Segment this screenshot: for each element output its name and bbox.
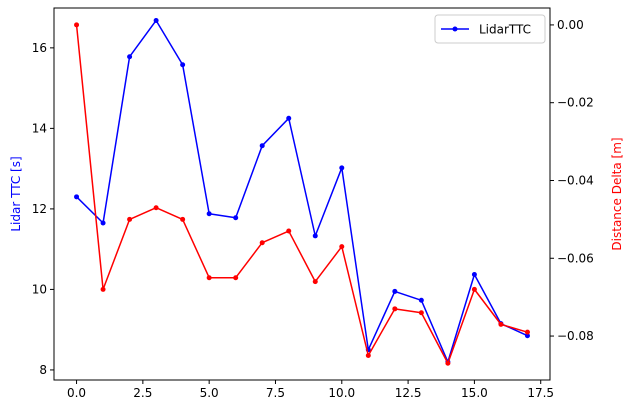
data-point-left-17: [524, 333, 530, 339]
x-tick-label: 17.5: [527, 386, 554, 400]
x-tick-label: 0.0: [67, 386, 86, 400]
data-point-right-16: [498, 321, 504, 327]
data-point-right-9: [312, 279, 318, 285]
data-point-right-7: [259, 240, 265, 246]
legend-box: [434, 14, 546, 44]
data-point-left-4: [180, 62, 186, 68]
legend: LidarTTC: [434, 14, 546, 44]
left-y-tick-label: 8: [39, 363, 47, 377]
series-layer: [74, 17, 530, 366]
legend-point-marker: [452, 26, 458, 32]
ticks-layer: 0.0 2.5 5.0 7.5 10.0 12.5 15.0 17.5 8 10 12 14 16 −0.…: [32, 18, 594, 400]
right-y-tick-label: −0.06: [557, 251, 594, 265]
x-tick-label: 2.5: [133, 386, 152, 400]
data-point-right-5: [206, 275, 212, 281]
right-y-tick-label: 0.00: [557, 18, 584, 32]
x-tick-label: 15.0: [461, 386, 488, 400]
data-point-right-8: [286, 228, 292, 234]
data-point-right-1: [100, 286, 106, 292]
plot-frame: [53, 7, 551, 381]
data-point-left-5: [206, 211, 212, 217]
data-point-left-9: [312, 233, 318, 239]
data-point-left-10: [339, 165, 345, 171]
legend-label: LidarTTC: [479, 23, 531, 37]
data-point-right-3: [153, 205, 159, 211]
left-y-tick-label: 10: [32, 282, 47, 296]
data-point-left-2: [127, 54, 133, 60]
data-point-right-14: [445, 360, 451, 366]
data-point-right-4: [180, 216, 186, 222]
x-tick-label: 7.5: [266, 386, 285, 400]
right-y-tick-label: −0.02: [557, 96, 594, 110]
data-point-right-11: [365, 352, 371, 358]
data-point-right-13: [418, 310, 424, 316]
x-tick-label: 12.5: [395, 386, 422, 400]
x-tick-label: 5.0: [200, 386, 219, 400]
left-axis-label: Lidar TTC [s]: [9, 156, 23, 231]
data-point-left-15: [471, 272, 477, 278]
data-point-left-6: [233, 215, 239, 221]
data-point-left-8: [286, 115, 292, 121]
data-point-left-12: [392, 288, 398, 294]
data-point-right-17: [524, 329, 530, 335]
x-tick-label: 10.0: [328, 386, 355, 400]
left-y-tick-label: 16: [32, 41, 47, 55]
left-y-tick-label: 14: [32, 121, 47, 135]
left-y-tick-label: 12: [32, 202, 47, 216]
data-point-right-0: [74, 22, 80, 28]
data-point-right-10: [339, 244, 345, 250]
data-point-left-1: [100, 220, 106, 226]
right-y-tick-label: −0.04: [557, 173, 594, 187]
right-axis-label: Distance Delta [m]: [610, 137, 624, 250]
data-point-right-12: [392, 306, 398, 312]
data-point-left-7: [259, 143, 265, 149]
data-point-left-0: [74, 194, 80, 200]
data-point-left-3: [153, 17, 159, 23]
right-y-tick-label: −0.08: [557, 329, 594, 343]
data-point-left-13: [418, 297, 424, 303]
data-point-right-6: [233, 275, 239, 281]
data-point-right-2: [127, 216, 133, 222]
data-point-right-15: [471, 286, 477, 292]
series-line-right: [75, 24, 528, 365]
series-line-left: [76, 19, 528, 363]
